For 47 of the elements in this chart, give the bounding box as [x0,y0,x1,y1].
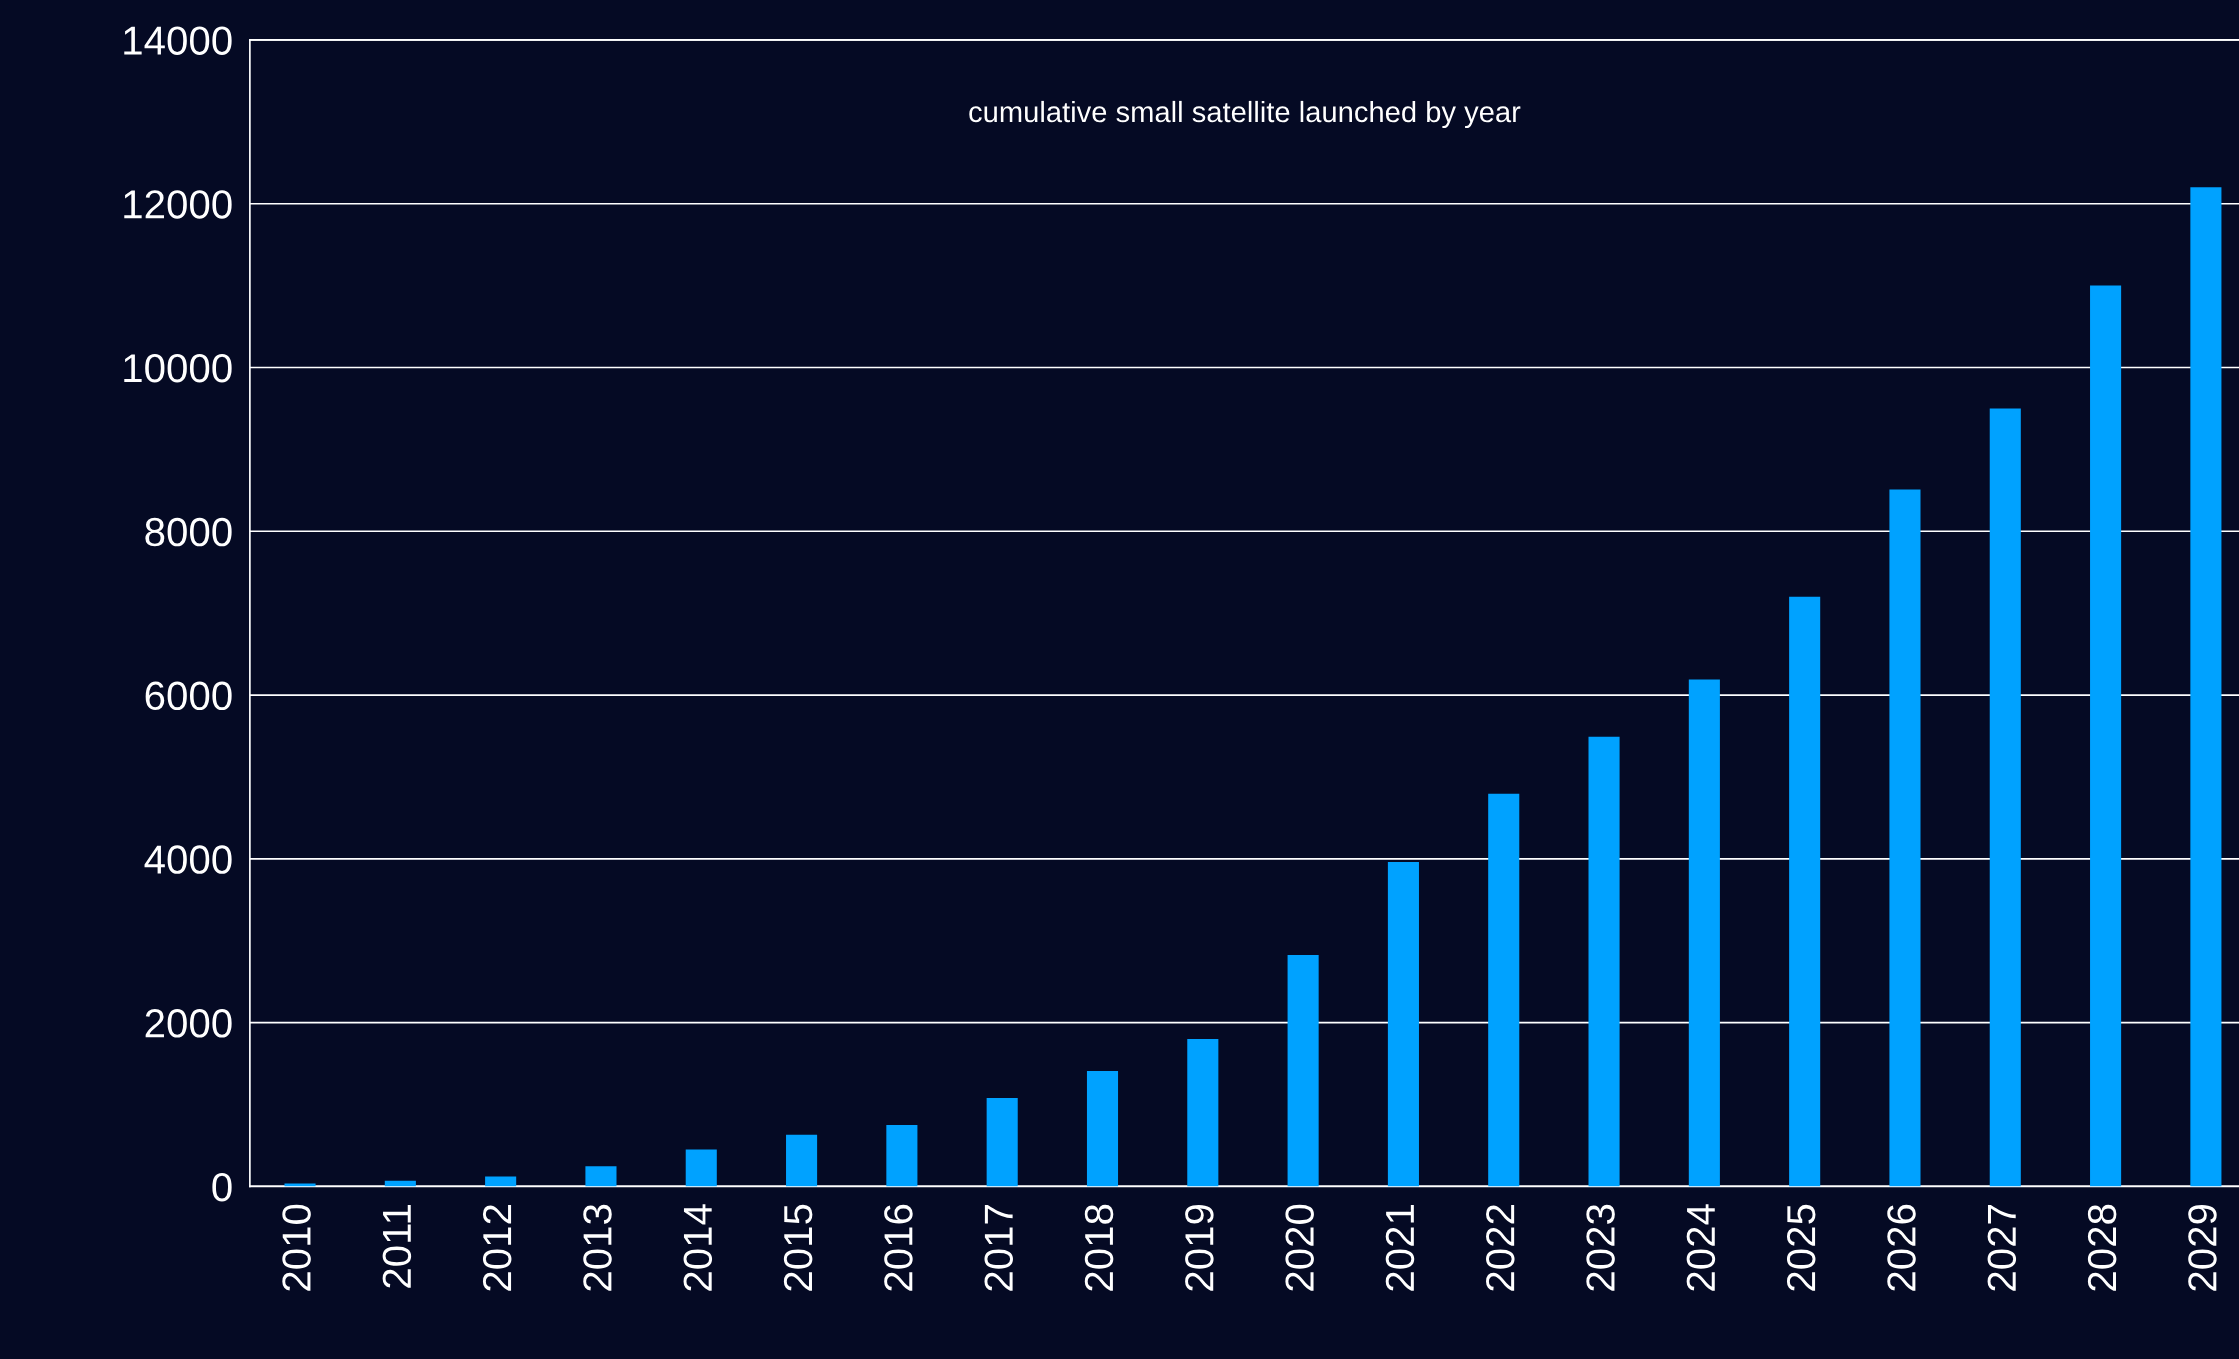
bar [1387,862,1419,1187]
bar [1789,596,1821,1187]
bar [1889,489,1921,1187]
x-tick-label: 2023 [1586,1204,1615,1291]
bar [1287,955,1319,1187]
x-tick-label: 2028 [2087,1204,2117,1291]
y-tick-label: 8000 [145,517,232,547]
x-tick-label: 2026 [1887,1204,1916,1291]
x-tick-label: 2029 [2188,1204,2217,1291]
bar [1989,408,2021,1187]
y-tick-label: 10000 [124,353,232,383]
bar [2190,187,2222,1187]
x-tick-label: 2019 [1185,1204,1214,1291]
bar [685,1149,717,1187]
y-tick-label: 6000 [145,681,232,711]
x-tick-label: 2027 [1987,1205,2017,1291]
bar [485,1176,517,1187]
y-tick-label: 0 [212,1172,232,1202]
x-tick-label: 2012 [482,1205,512,1291]
x-tick-label: 2010 [282,1204,311,1291]
bar [1588,736,1620,1187]
y-tick-label: 2000 [145,1009,232,1038]
x-tick-label: 2016 [884,1204,913,1291]
x-tick-label: 2025 [1786,1204,1816,1291]
x-tick-label: 2017 [984,1205,1013,1291]
x-tick-label: 2020 [1285,1204,1314,1291]
bar [2090,285,2122,1187]
x-tick-label: 2013 [583,1204,612,1291]
x-tick-label: 2022 [1486,1205,1515,1291]
text: cumulative small satellite launched by year [969,100,1521,129]
y-tick-label: 4000 [144,845,232,874]
y-tick-label: 14000 [124,26,232,55]
bar [886,1124,918,1187]
x-tick-label: 2021 [1385,1205,1415,1291]
bar [585,1166,617,1187]
bar [1688,679,1720,1187]
x-tick-label: 2014 [683,1204,713,1291]
x-tick-label: 2015 [783,1204,813,1291]
x-tick-label: 2024 [1686,1204,1716,1291]
y-tick-label: 12000 [124,190,232,219]
x-tick-label: 2018 [1084,1204,1114,1291]
x-tick-label: 2011 [382,1205,412,1288]
bar [786,1134,818,1187]
bar [986,1097,1018,1187]
bar [1488,793,1520,1187]
bar [1086,1070,1119,1187]
bar [1187,1039,1219,1187]
